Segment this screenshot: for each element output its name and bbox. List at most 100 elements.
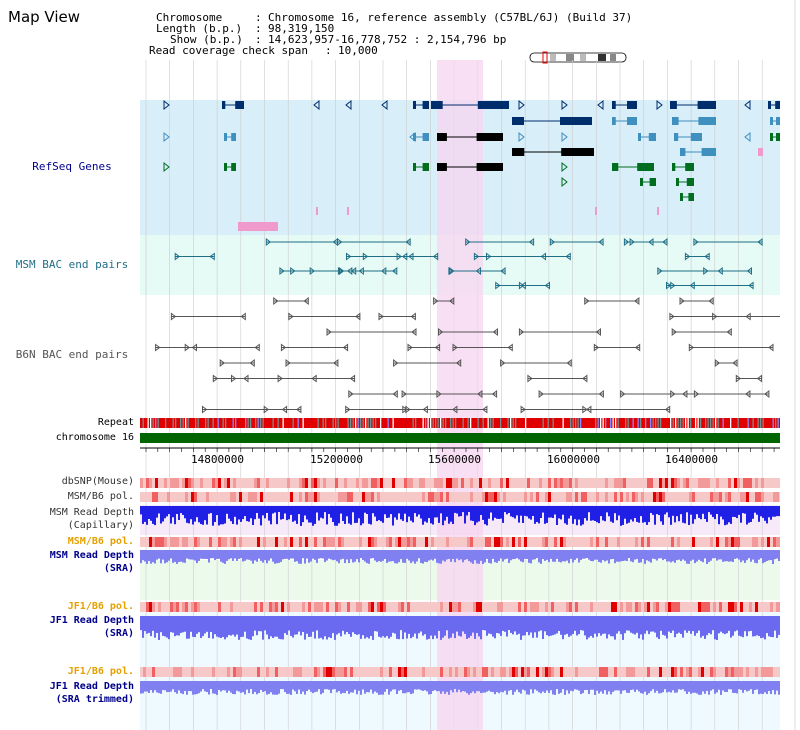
heat-cell: [632, 667, 635, 677]
track-label-msm-pol-2[interactable]: MSM/B6 pol.: [67, 536, 134, 547]
depth-bar: [236, 506, 238, 525]
depth-bar: [412, 506, 414, 523]
msm-bac-pairs[interactable]: [174, 238, 763, 290]
track-label-b6n-bac[interactable]: B6N BAC end pairs: [15, 348, 129, 361]
depth-bar: [758, 506, 760, 522]
heat-cell: [713, 602, 716, 612]
gene-exon: [612, 117, 616, 125]
depth-bar: [722, 550, 724, 562]
depth-bar: [298, 681, 300, 690]
track-label-dbsnp[interactable]: dbSNP(Mouse): [61, 476, 134, 487]
track-label-jf1-depth-trim[interactable]: JF1 Read Depth: [49, 681, 134, 692]
depth-bar: [498, 681, 500, 694]
depth-bar: [322, 681, 324, 693]
depth-bar: [638, 616, 640, 639]
depth-bar: [556, 681, 558, 690]
depth-bar: [696, 550, 698, 562]
tick-label: 16000000: [547, 453, 600, 466]
depth-bar: [648, 616, 650, 635]
gene-exon: [690, 133, 702, 141]
depth-bar: [628, 550, 630, 559]
repeat-block: [232, 418, 234, 428]
track-label-refseq[interactable]: RefSeq Genes: [32, 160, 112, 173]
bac-end: [518, 328, 525, 336]
b6n-bac-pairs[interactable]: [155, 297, 787, 414]
track-label-jf1-depth-sra[interactable]: JF1 Read Depth: [49, 615, 134, 626]
depth-bar: [636, 550, 638, 560]
bac-end: [595, 328, 601, 336]
depth-bar: [716, 550, 718, 561]
depth-bar: [232, 550, 234, 561]
heat-cell: [755, 537, 758, 547]
heat-cell: [536, 602, 539, 612]
depth-bar: [734, 506, 736, 517]
depth-bar: [344, 616, 346, 635]
heat-cell: [149, 602, 152, 612]
depth-bar: [398, 681, 400, 691]
heat-cell: [224, 537, 227, 547]
depth-bar: [404, 506, 406, 514]
depth-bar: [426, 506, 428, 523]
depth-bar: [402, 616, 404, 640]
heat-cell: [692, 492, 695, 502]
depth-bar: [766, 550, 768, 561]
bac-end: [337, 238, 343, 246]
depth-bar: [438, 506, 440, 523]
depth-bar: [748, 681, 750, 691]
bac-end: [549, 238, 556, 246]
depth-bar: [630, 550, 632, 562]
track-label-msm-bac[interactable]: MSM BAC end pairs: [15, 258, 129, 271]
depth-bar: [624, 550, 626, 561]
depth-bar: [160, 550, 162, 564]
depth-bar: [244, 616, 246, 632]
depth-bar: [626, 616, 628, 631]
track-label-msm-depth-sra[interactable]: MSM Read Depth: [49, 550, 134, 561]
depth-bar: [610, 616, 612, 637]
depth-bar: [500, 681, 502, 692]
depth-bar: [560, 550, 562, 563]
depth-bar: [674, 681, 676, 693]
tick-label: 16400000: [665, 453, 718, 466]
depth-bar: [702, 681, 704, 692]
chromosome-ideogram[interactable]: [529, 51, 627, 64]
depth-bar: [536, 506, 538, 522]
depth-bar: [240, 616, 242, 637]
depth-bar: [278, 550, 280, 563]
depth-bar: [428, 506, 430, 519]
track-label-jf1-pol-2[interactable]: JF1/B6 pol.: [67, 666, 134, 677]
depth-bar: [404, 616, 406, 633]
refseq-genes[interactable]: [163, 99, 780, 231]
heat-cell: [257, 537, 260, 547]
depth-bar: [766, 506, 768, 524]
bac-end: [452, 343, 458, 352]
depth-bar: [640, 550, 642, 563]
repeat-block: [615, 418, 617, 428]
heat-cell: [290, 492, 293, 502]
heat-cell: [194, 537, 197, 547]
heat-cell: [569, 492, 572, 502]
track-label-msm-pol[interactable]: MSM/B6 pol.: [67, 491, 134, 502]
depth-bar: [756, 681, 758, 690]
heat-cell: [371, 492, 374, 502]
depth-bar: [426, 550, 428, 563]
track-label-jf1-pol[interactable]: JF1/B6 pol.: [67, 601, 134, 612]
bac-end: [333, 359, 339, 367]
depth-bar: [346, 550, 348, 560]
depth-bar: [546, 616, 548, 636]
depth-bar: [234, 550, 236, 559]
track-label-msm-depth-cap[interactable]: MSM Read Depth: [49, 507, 134, 518]
depth-bar: [330, 681, 332, 694]
depth-bar: [508, 681, 510, 691]
depth-bar: [338, 616, 340, 634]
depth-bar: [502, 616, 504, 631]
gene-exon: [413, 133, 416, 141]
depth-bar: [712, 550, 714, 559]
bac-end: [249, 359, 255, 367]
heat-cell: [533, 602, 536, 612]
heat-cell: [284, 537, 287, 547]
depth-bar: [256, 681, 258, 695]
depth-bar: [662, 616, 664, 635]
depth-bar: [632, 616, 634, 634]
heat-cell: [230, 492, 233, 502]
